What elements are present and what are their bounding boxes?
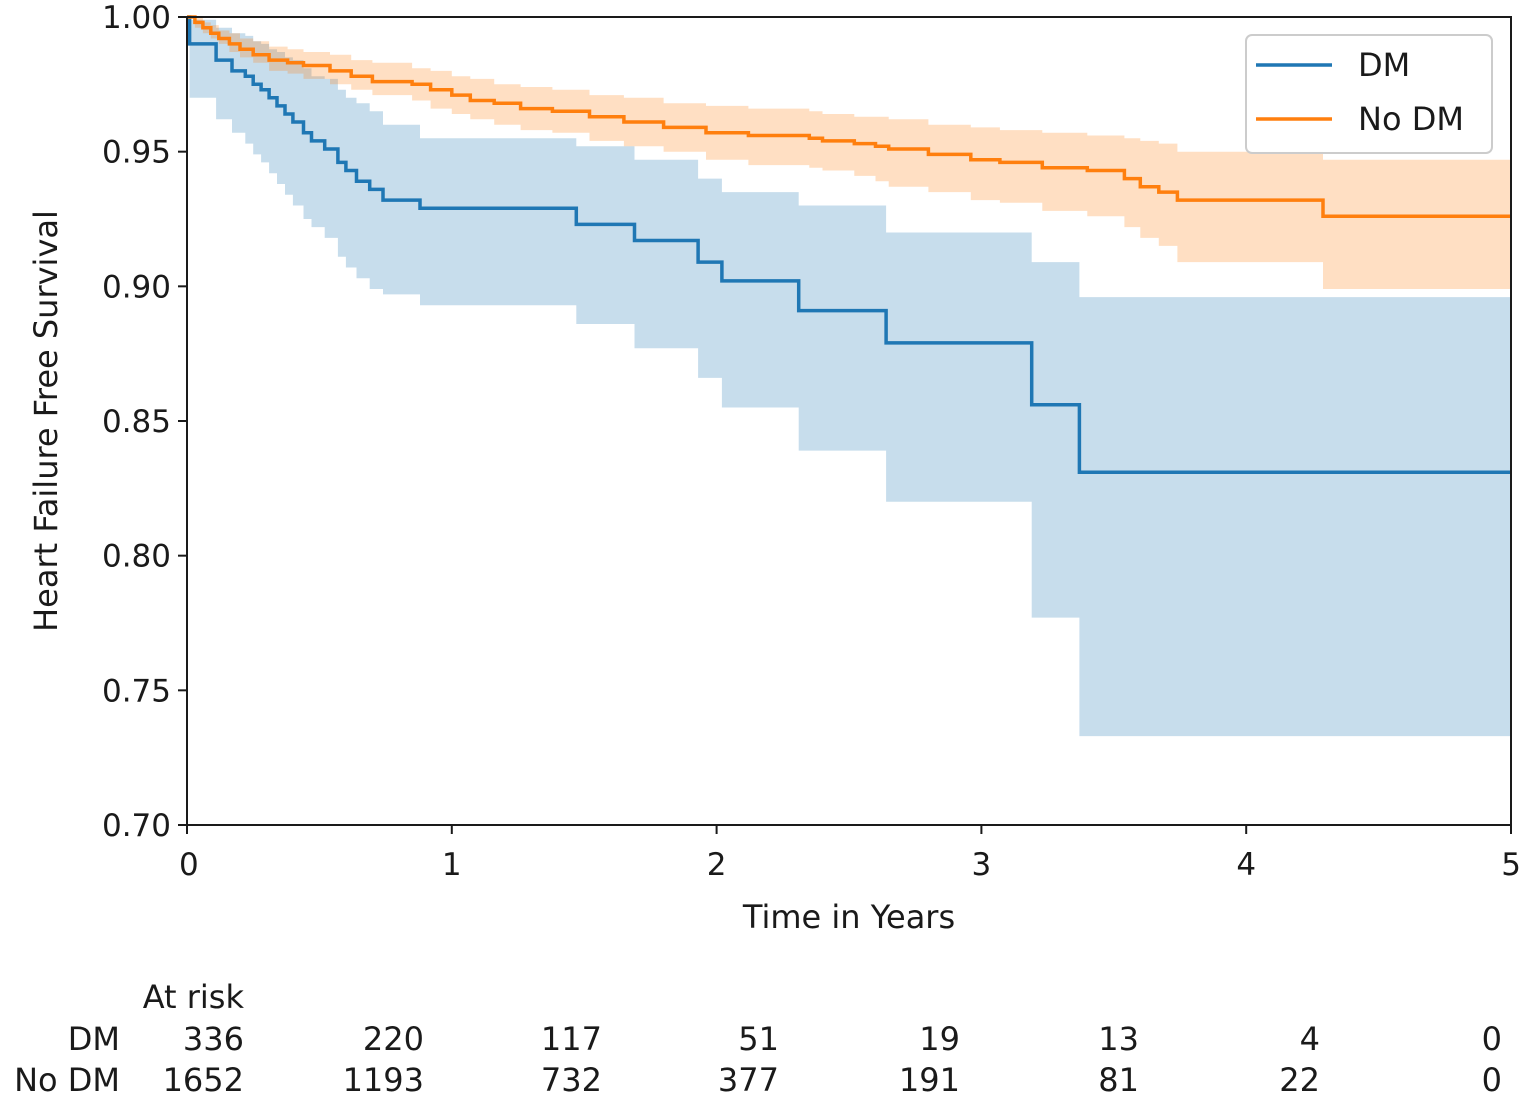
at-risk-count: 4 — [1300, 1020, 1320, 1058]
x-tick-label: 5 — [1501, 847, 1521, 883]
at-risk-count: 22 — [1279, 1061, 1320, 1098]
at-risk-count: 0 — [1482, 1061, 1502, 1098]
at-risk-count: 51 — [738, 1020, 779, 1058]
at-risk-count: 13 — [1098, 1020, 1139, 1058]
at-risk-row-label: No DM — [14, 1061, 120, 1098]
y-axis-title: Heart Failure Free Survival — [27, 210, 65, 632]
y-tick-label: 0.85 — [102, 404, 171, 440]
at-risk-count: 220 — [363, 1020, 424, 1058]
at-risk-count: 377 — [718, 1061, 779, 1098]
ci-band-no-dm — [187, 17, 1511, 289]
y-tick-label: 0.70 — [102, 808, 171, 844]
x-tick-label: 3 — [972, 847, 992, 883]
y-tick-label: 0.90 — [102, 269, 171, 305]
survival-line-no-dm — [187, 15, 1511, 219]
at-risk-count: 1193 — [343, 1061, 424, 1098]
x-tick-label: 4 — [1236, 847, 1256, 883]
at-risk-count: 191 — [899, 1061, 960, 1098]
ci-band-dm — [187, 17, 1511, 737]
x-tick-label: 0 — [179, 847, 199, 883]
y-tick-label: 0.95 — [102, 135, 171, 171]
x-axis-title: Time in Years — [742, 898, 955, 936]
x-tick-label: 1 — [442, 847, 462, 883]
at-risk-row-label: DM — [68, 1020, 120, 1058]
at-risk-count: 81 — [1098, 1061, 1139, 1098]
at-risk-title: At risk — [143, 978, 245, 1016]
survival-line-dm — [187, 15, 1511, 474]
x-tick-label: 2 — [707, 847, 727, 883]
axes: 0.70 0.75 0.80 0.85 0.90 0.95 1.00 0 1 2 3 4 5 Time i… — [27, 0, 1521, 936]
confidence-bands — [187, 17, 1511, 737]
at-risk-count: 19 — [919, 1020, 960, 1058]
y-tick-label: 0.75 — [102, 673, 171, 709]
at-risk-count: 0 — [1482, 1020, 1502, 1058]
legend-label-no-dm: No DM — [1358, 100, 1464, 138]
at-risk-count: 1652 — [163, 1061, 244, 1098]
y-tick-label: 0.80 — [102, 539, 171, 575]
legend-label-dm: DM — [1358, 46, 1410, 84]
at-risk-count: 117 — [541, 1020, 602, 1058]
at-risk-count: 732 — [541, 1061, 602, 1098]
survival-lines — [187, 15, 1511, 474]
legend: DM No DM — [1245, 34, 1493, 154]
at-risk-count: 336 — [183, 1020, 244, 1058]
y-tick-label: 1.00 — [102, 0, 171, 36]
